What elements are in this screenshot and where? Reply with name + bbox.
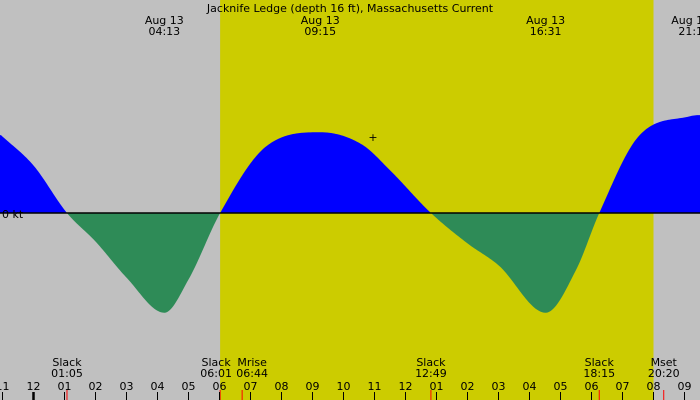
event-time-label: 20:20	[648, 367, 680, 380]
cursor-marker: +	[368, 131, 377, 144]
hour-label: 09	[306, 380, 320, 393]
event-time-label: 12:49	[415, 367, 447, 380]
hour-label: 06	[585, 380, 599, 393]
event-label: Mrise	[237, 356, 267, 369]
hour-label: 02	[461, 380, 475, 393]
peak-time-label: 04:13	[148, 25, 180, 38]
hour-label: 12	[399, 380, 413, 393]
peak-date-label: Aug 13	[145, 14, 184, 27]
hour-label: 05	[182, 380, 196, 393]
zero-label: 0 kt	[2, 208, 24, 221]
flood-current-area	[599, 115, 700, 213]
hour-label: 10	[337, 380, 351, 393]
hour-label: 04	[151, 380, 165, 393]
event-time-label: 06:44	[236, 367, 268, 380]
chart-title: Jacknife Ledge (depth 16 ft), Massachuse…	[206, 2, 494, 15]
peak-date-label: Aug 13	[301, 14, 340, 27]
hour-label: 03	[492, 380, 506, 393]
peak-time-label: 09:15	[304, 25, 336, 38]
event-time-label: 01:05	[51, 367, 83, 380]
hour-label: 08	[275, 380, 289, 393]
hour-label: 05	[554, 380, 568, 393]
peak-date-label: Aug 13	[671, 14, 700, 27]
flood-current-area	[0, 135, 67, 213]
hour-label: 08	[647, 380, 661, 393]
flood-current-area	[220, 132, 431, 213]
hour-label: 02	[89, 380, 103, 393]
hour-label: 01	[58, 380, 72, 393]
peak-date-label: Aug 13	[526, 14, 565, 27]
hour-label: 01	[430, 380, 444, 393]
event-label: Slack	[202, 356, 232, 369]
event-label: Mset	[651, 356, 678, 369]
hour-label: 09	[678, 380, 692, 393]
ebb-current-area	[66, 213, 221, 313]
hour-label: 06	[213, 380, 227, 393]
hour-label: 03	[120, 380, 134, 393]
hour-label: 07	[244, 380, 258, 393]
hour-label: 11	[0, 380, 10, 393]
hour-label: 04	[523, 380, 537, 393]
peak-time-label: 16:31	[530, 25, 562, 38]
event-label: Slack	[416, 356, 446, 369]
event-time-label: 06:01	[200, 367, 232, 380]
hour-label: 12	[27, 380, 41, 393]
event-time-label: 18:15	[583, 367, 615, 380]
event-label: Slack	[52, 356, 82, 369]
event-label: Slack	[585, 356, 615, 369]
ebb-current-area	[430, 213, 600, 313]
hour-label: 11	[368, 380, 382, 393]
hour-label: 07	[616, 380, 630, 393]
peak-time-label: 21:1	[678, 25, 700, 38]
